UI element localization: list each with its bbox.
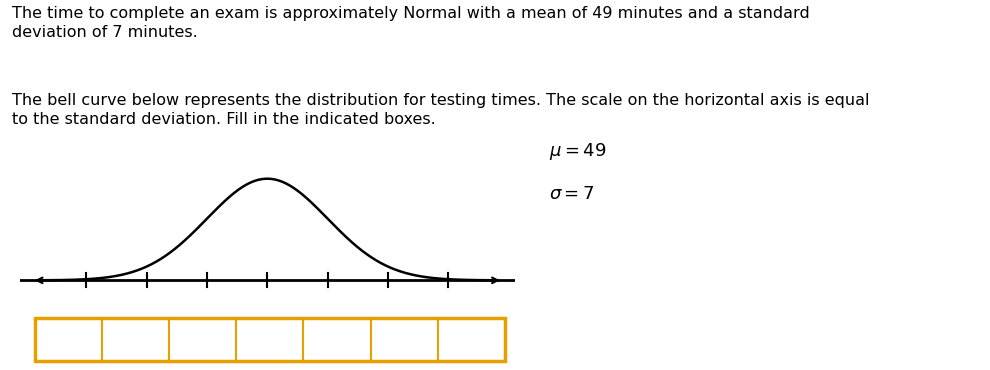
Text: μ+σ: μ+σ bbox=[314, 319, 342, 333]
Text: The bell curve below represents the distribution for testing times. The scale on: The bell curve below represents the dist… bbox=[12, 92, 869, 127]
Text: μ+2σ: μ+2σ bbox=[370, 319, 406, 333]
Text: The time to complete an exam is approximately Normal with a mean of 49 minutes a: The time to complete an exam is approxim… bbox=[12, 6, 810, 40]
Text: μ: μ bbox=[263, 319, 271, 333]
Text: μ-σ: μ-σ bbox=[196, 319, 218, 333]
Text: μ-2σ: μ-2σ bbox=[132, 319, 161, 333]
Text: μ+3σ: μ+3σ bbox=[431, 319, 466, 333]
Text: $\sigma = 7$: $\sigma = 7$ bbox=[549, 185, 595, 203]
Text: $\mu = 49$: $\mu = 49$ bbox=[549, 141, 607, 162]
Text: μ-3σ: μ-3σ bbox=[71, 319, 101, 333]
